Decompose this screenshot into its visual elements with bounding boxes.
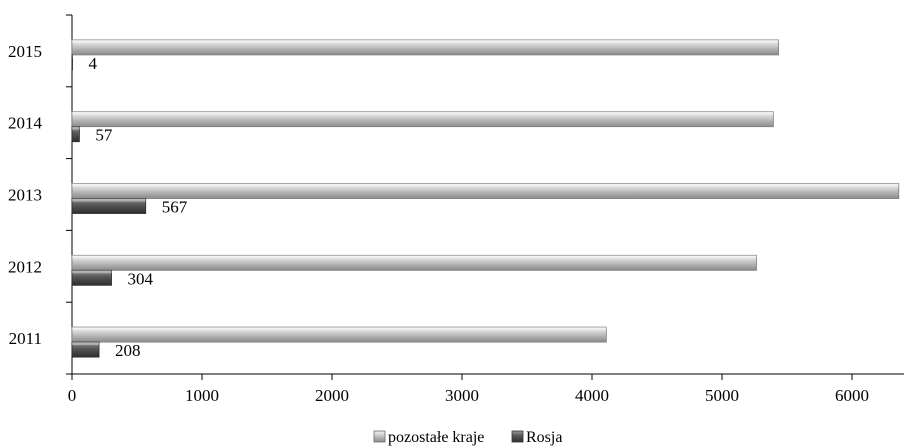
x-tick-label: 3000	[445, 386, 479, 405]
bar-pozostale-kraje-2014	[71, 111, 774, 128]
y-tick-label: 2014	[8, 114, 43, 133]
bar-highlight-pozostale-kraje-2015	[72, 39, 779, 43]
plot-area: 0 1000 2000 3000 4000 5000 6000 2011 208 2012 304 2…	[8, 14, 904, 405]
bar-rosja-2014	[71, 126, 80, 143]
bar-highlight-rosja-2012	[72, 270, 112, 274]
legend: pozostałe kraje Rosja	[373, 429, 562, 446]
bar-highlight-pozostale-kraje-2013	[72, 183, 899, 187]
bar-highlight-pozostale-kraje-2012	[72, 255, 757, 259]
data-label-rosja-2014: 57	[95, 126, 113, 145]
y-tick-label: 2011	[9, 329, 42, 348]
data-label-rosja-2011: 208	[115, 341, 141, 360]
data-label-rosja-2015: 4	[89, 54, 98, 73]
y-tick-label: 2015	[8, 42, 42, 61]
bar-pozostale-kraje-2015	[71, 39, 779, 56]
legend-label-pozostale-kraje: pozostałe kraje	[388, 429, 484, 446]
legend-swatch-rosja	[511, 430, 524, 443]
bar-highlight-rosja-2013	[72, 198, 146, 202]
y-tick-label: 2012	[8, 257, 42, 276]
bar-highlight-rosja-2011	[72, 342, 100, 346]
bar-highlight-pozostale-kraje-2011	[72, 327, 607, 331]
legend-swatch-pozostale-kraje	[373, 430, 386, 443]
x-tick-label: 2000	[315, 386, 349, 405]
bar-rosja-2011	[71, 341, 100, 358]
bar-highlight-pozostale-kraje-2014	[72, 111, 774, 115]
y-tick-label: 2013	[8, 186, 42, 205]
bar-highlight-rosja-2015	[72, 54, 73, 58]
legend-label-rosja: Rosja	[526, 429, 562, 446]
bar-pozostale-kraje-2011	[71, 326, 607, 343]
bar-rosja-2013	[71, 198, 147, 214]
x-tick-label: 0	[68, 386, 77, 405]
x-tick-label: 4000	[575, 386, 609, 405]
data-label-rosja-2013: 567	[162, 198, 188, 217]
x-tick-label: 5000	[705, 386, 739, 405]
bar-rosja-2012	[71, 269, 112, 286]
bar-pozostale-kraje-2013	[71, 183, 900, 199]
bar-pozostale-kraje-2012	[71, 254, 757, 271]
x-tick-label: 6000	[835, 386, 869, 405]
x-tick-label: 1000	[185, 386, 219, 405]
bar-highlight-rosja-2014	[72, 126, 80, 130]
bar-rosja-2015	[71, 54, 73, 71]
data-label-rosja-2012: 304	[128, 269, 154, 288]
